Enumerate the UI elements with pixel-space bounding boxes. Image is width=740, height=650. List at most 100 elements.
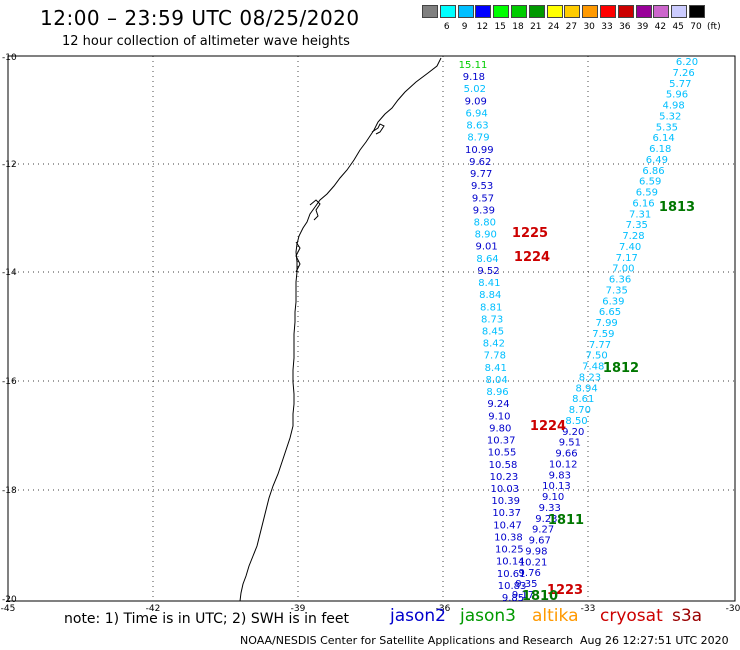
legend-label: 39 [636, 22, 649, 32]
wave-height-value: 9.52 [477, 266, 499, 277]
wave-height-value: 9.18 [463, 72, 485, 83]
wave-height-value: 10.47 [493, 520, 522, 531]
wave-height-value: 7.50 [585, 351, 607, 362]
wave-height-value: 7.17 [616, 253, 638, 264]
satellite-name: jason2 [390, 606, 446, 626]
lat-label: -18 [2, 486, 17, 496]
lat-label: -20 [2, 595, 17, 605]
wave-height-value: 6.36 [609, 275, 631, 286]
legend-swatch [582, 5, 599, 18]
lat-label: -14 [2, 268, 17, 278]
legend-label: 45 [672, 22, 684, 32]
wave-height-value: 8.50 [565, 416, 587, 427]
wave-height-value: 10.21 [519, 557, 548, 568]
legend-label: 21 [530, 22, 542, 32]
legend-label: 30 [583, 22, 595, 32]
legend-label: 42 [654, 22, 667, 32]
wave-height-value: 10.13 [542, 481, 571, 492]
pass-time-label: 1225 [512, 226, 548, 241]
wave-height-value: 9.67 [529, 536, 551, 547]
wave-height-value: 9.51 [559, 438, 581, 449]
wave-height-value: 9.53 [471, 181, 493, 192]
wave-height-value: 15.11 [459, 60, 488, 71]
wave-height-value: 9.62 [469, 157, 491, 168]
wave-height-value: 9.10 [542, 492, 564, 503]
wave-height-value: 8.23 [579, 372, 601, 383]
wave-height-value: 6.59 [639, 177, 661, 188]
satellite-name: cryosat [600, 606, 663, 626]
wave-height-value: 10.12 [549, 459, 578, 470]
wave-height-value: 6.65 [599, 307, 621, 318]
wave-height-value: 8.81 [480, 302, 502, 313]
wave-height-value: 10.14 [496, 557, 525, 568]
wave-height-value: 7.78 [484, 351, 506, 362]
wave-height-value: 6.59 [636, 188, 658, 199]
legend-label: 9 [461, 22, 468, 32]
legend-swatch [546, 5, 563, 18]
time-labels: 1225 1224 1224 1223 1813 1812 1811 1810 [512, 200, 695, 604]
wave-height-value: 8.42 [483, 339, 505, 350]
wave-height-value: 8.41 [478, 278, 500, 289]
wave-height-value: 9.85 [502, 593, 524, 604]
wave-height-value: 7.59 [592, 329, 614, 340]
wave-height-value: 5.35 [656, 122, 678, 133]
wave-height-value: 9.35 [515, 579, 537, 590]
pass-time-label: 1812 [603, 361, 639, 376]
lon-label: -33 [581, 604, 596, 614]
wave-height-value: 6.94 [466, 108, 488, 119]
legend-label: 12 [476, 22, 489, 32]
wave-height-value: 8.41 [485, 363, 507, 374]
wave-height-value: 9.23 [535, 514, 557, 525]
lon-label: -39 [291, 604, 306, 614]
legend-swatch [635, 5, 652, 18]
wave-height-value: 10.37 [492, 508, 521, 519]
wave-height-value: 8.84 [479, 290, 501, 301]
pass-time-label: 1224 [530, 419, 566, 434]
lon-label: -36 [436, 604, 451, 614]
lon-label: -30 [726, 604, 740, 614]
pass-time-label: 1810 [522, 589, 558, 604]
legend-swatch [511, 5, 527, 18]
wave-height-value: 10.58 [489, 460, 518, 471]
wave-height-value: 10.83 [498, 581, 527, 592]
wave-height-value: 8.73 [481, 314, 503, 325]
lat-label: -16 [2, 377, 17, 387]
wave-height-value: 6.20 [676, 57, 698, 68]
legend-swatch [617, 5, 634, 18]
note-text: note: 1) Time is in UTC; 2) SWH is in fe… [64, 611, 350, 627]
wave-height-value: 6.14 [652, 133, 674, 144]
pass-time-label: 1224 [514, 250, 550, 265]
wave-height-value: 6.16 [632, 198, 654, 209]
wave-height-value: 8.63 [466, 121, 488, 132]
wave-height-value: 9.83 [549, 470, 571, 481]
wave-height-value: 9.66 [555, 449, 577, 460]
wave-height-value: 7.26 [673, 68, 695, 79]
wave-height-value: 9.98 [525, 546, 547, 557]
page-title: 12:00 – 23:59 UTC 08/25/2020 [40, 6, 360, 30]
wave-height-value: 8.64 [476, 254, 498, 265]
legend-unit: (ft) [707, 22, 721, 32]
wave-height-value: 10.99 [465, 145, 494, 156]
legend-label: 70 [690, 22, 702, 32]
lat-lon-grid [8, 56, 735, 601]
map-frame [7, 55, 736, 602]
wave-height-value: 7.35 [606, 285, 628, 296]
wave-height-value: 5.96 [666, 90, 688, 101]
wave-height-value: 8.61 [572, 394, 594, 405]
wave-height-value: 7.40 [619, 242, 641, 253]
wave-height-value: 7.48 [582, 362, 604, 373]
wave-height-value: 7.00 [612, 264, 634, 275]
wave-height-value: 9.80 [489, 423, 511, 434]
legend-label: 24 [547, 22, 560, 32]
legend-label: 15 [494, 22, 506, 32]
credit-text: NOAA/NESDIS Center for Satellite Applica… [240, 634, 574, 647]
wave-height-value: 7.77 [589, 340, 611, 351]
wave-height-value: 9.33 [539, 503, 561, 514]
wave-height-value: 9.20 [562, 427, 584, 438]
legend-label: 6 [443, 22, 450, 32]
coast-detail-3 [295, 241, 301, 273]
wave-height-value: 9.17 [512, 590, 534, 601]
wave-height-value: 9.01 [476, 242, 498, 253]
legend-swatch [564, 5, 581, 18]
